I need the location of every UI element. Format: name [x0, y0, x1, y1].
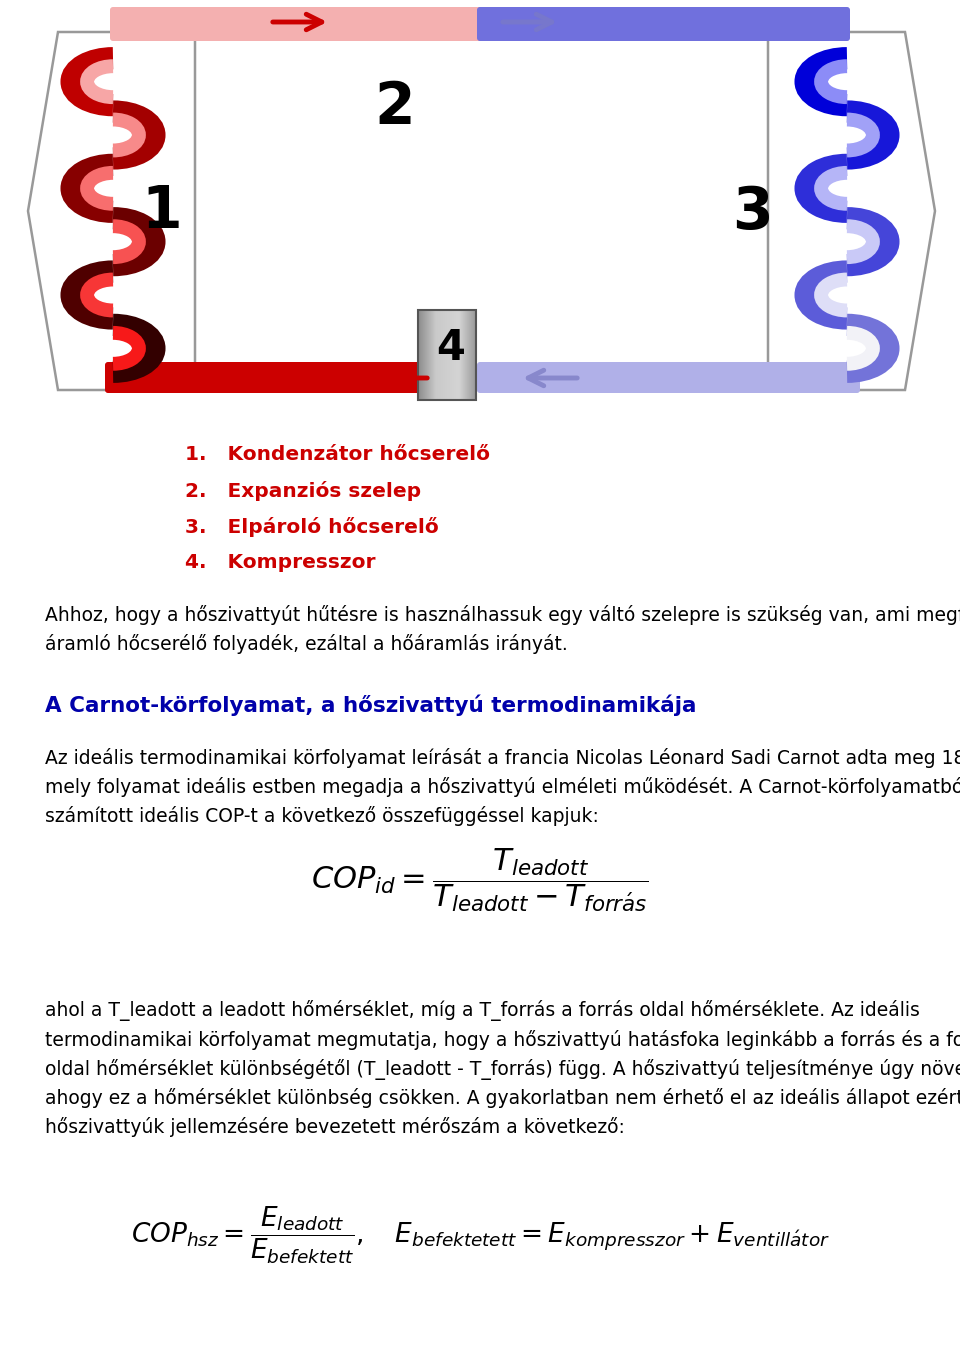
FancyBboxPatch shape	[420, 310, 421, 400]
FancyBboxPatch shape	[475, 310, 476, 400]
FancyBboxPatch shape	[474, 310, 475, 400]
FancyBboxPatch shape	[451, 310, 452, 400]
FancyBboxPatch shape	[438, 310, 439, 400]
FancyBboxPatch shape	[448, 310, 449, 400]
FancyBboxPatch shape	[467, 310, 468, 400]
FancyBboxPatch shape	[443, 310, 444, 400]
Text: 2.   Expanziós szelep: 2. Expanziós szelep	[185, 481, 421, 502]
Text: A Carnot-körfolyamat, a hőszivattyú termodinamikája: A Carnot-körfolyamat, a hőszivattyú term…	[45, 695, 697, 717]
FancyBboxPatch shape	[444, 310, 445, 400]
FancyBboxPatch shape	[431, 310, 432, 400]
FancyBboxPatch shape	[460, 310, 461, 400]
Text: $\mathit{COP}_{id} = \dfrac{T_{leadott}}{T_{leadott} - T_{forr\acute{a}s}}$: $\mathit{COP}_{id} = \dfrac{T_{leadott}}…	[311, 846, 649, 914]
FancyBboxPatch shape	[433, 310, 434, 400]
FancyBboxPatch shape	[473, 310, 474, 400]
FancyBboxPatch shape	[450, 310, 451, 400]
FancyBboxPatch shape	[429, 310, 430, 400]
FancyBboxPatch shape	[453, 310, 454, 400]
FancyBboxPatch shape	[464, 310, 465, 400]
FancyBboxPatch shape	[477, 7, 850, 41]
FancyBboxPatch shape	[462, 310, 463, 400]
Text: 3.   Elpároló hőcserelő: 3. Elpároló hőcserelő	[185, 516, 439, 537]
FancyBboxPatch shape	[442, 310, 443, 400]
FancyBboxPatch shape	[421, 310, 422, 400]
Text: Ahhoz, hogy a hőszivattyút hűtésre is használhassuk egy váltó szelepre is szüksé: Ahhoz, hogy a hőszivattyút hűtésre is ha…	[45, 604, 960, 654]
FancyBboxPatch shape	[439, 310, 440, 400]
FancyBboxPatch shape	[434, 310, 435, 400]
FancyBboxPatch shape	[445, 310, 446, 400]
FancyBboxPatch shape	[470, 310, 471, 400]
FancyBboxPatch shape	[447, 310, 448, 400]
FancyBboxPatch shape	[454, 310, 455, 400]
FancyBboxPatch shape	[463, 310, 464, 400]
FancyBboxPatch shape	[419, 310, 420, 400]
Text: ahol a T_leadott a leadott hőmérséklet, míg a T_forrás a forrás oldal hőmérsékle: ahol a T_leadott a leadott hőmérséklet, …	[45, 1000, 960, 1137]
FancyBboxPatch shape	[423, 310, 424, 400]
FancyBboxPatch shape	[459, 310, 460, 400]
FancyBboxPatch shape	[105, 362, 421, 393]
FancyBboxPatch shape	[425, 310, 426, 400]
FancyBboxPatch shape	[455, 310, 456, 400]
Text: 4: 4	[437, 327, 466, 369]
FancyBboxPatch shape	[440, 310, 441, 400]
FancyBboxPatch shape	[468, 310, 469, 400]
FancyBboxPatch shape	[466, 310, 467, 400]
FancyBboxPatch shape	[422, 310, 423, 400]
FancyBboxPatch shape	[441, 310, 442, 400]
Text: 3: 3	[732, 184, 772, 241]
Text: $\mathit{COP}_{hsz} = \dfrac{E_{leadott}}{E_{befektett}}$$,\quad E_{befektetett}: $\mathit{COP}_{hsz} = \dfrac{E_{leadott}…	[131, 1205, 829, 1265]
FancyBboxPatch shape	[465, 310, 466, 400]
FancyBboxPatch shape	[430, 310, 431, 400]
FancyBboxPatch shape	[437, 310, 438, 400]
Text: 1: 1	[142, 184, 182, 241]
FancyBboxPatch shape	[436, 310, 437, 400]
Text: 2: 2	[374, 80, 416, 137]
FancyBboxPatch shape	[435, 310, 436, 400]
FancyBboxPatch shape	[461, 310, 462, 400]
FancyBboxPatch shape	[449, 310, 450, 400]
FancyBboxPatch shape	[456, 310, 457, 400]
FancyBboxPatch shape	[424, 310, 425, 400]
FancyBboxPatch shape	[477, 362, 860, 393]
FancyBboxPatch shape	[452, 310, 453, 400]
Text: 4.   Kompresszor: 4. Kompresszor	[185, 553, 375, 572]
FancyBboxPatch shape	[418, 310, 419, 400]
FancyBboxPatch shape	[426, 310, 427, 400]
FancyBboxPatch shape	[432, 310, 433, 400]
FancyBboxPatch shape	[110, 7, 483, 41]
FancyBboxPatch shape	[458, 310, 459, 400]
FancyBboxPatch shape	[472, 310, 473, 400]
FancyBboxPatch shape	[471, 310, 472, 400]
FancyBboxPatch shape	[457, 310, 458, 400]
FancyBboxPatch shape	[428, 310, 429, 400]
FancyBboxPatch shape	[446, 310, 447, 400]
FancyBboxPatch shape	[469, 310, 470, 400]
Text: 1.   Kondenzátor hőcserelő: 1. Kondenzátor hőcserelő	[185, 445, 490, 464]
FancyBboxPatch shape	[427, 310, 428, 400]
Text: Az ideális termodinamikai körfolyamat leírását a francia Nicolas Léonard Sadi Ca: Az ideális termodinamikai körfolyamat le…	[45, 748, 960, 826]
